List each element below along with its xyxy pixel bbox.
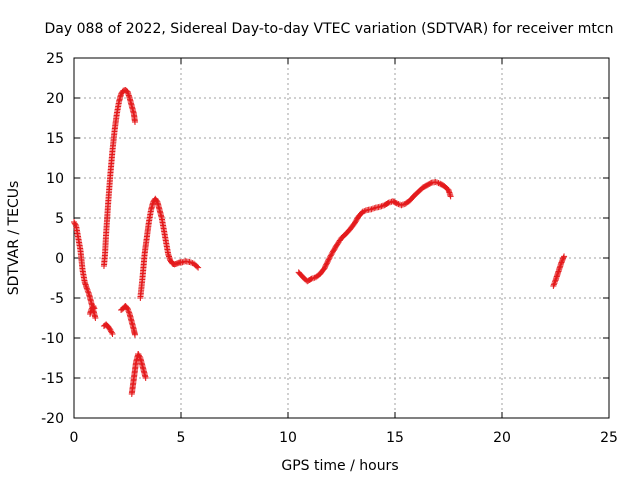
data-point (135, 351, 142, 357)
data-point (125, 308, 132, 315)
data-point (84, 288, 91, 295)
data-point (550, 283, 557, 289)
x-tick-label: 15 (386, 430, 404, 446)
data-point (362, 207, 369, 214)
data-point (179, 259, 186, 266)
data-point (108, 329, 115, 336)
data-point (136, 353, 143, 360)
y-tick-label: -15 (41, 371, 64, 387)
data-point (368, 206, 375, 213)
y-tick-label: -20 (41, 411, 64, 427)
data-point (72, 221, 79, 228)
x-axis-label: GPS time / hours (281, 458, 398, 474)
data-point (325, 256, 332, 263)
x-tick-label: 25 (600, 430, 618, 446)
y-tick-label: 5 (55, 211, 64, 227)
data-point (395, 201, 402, 208)
data-point (88, 307, 95, 313)
data-point (551, 280, 558, 287)
data-point (385, 199, 392, 206)
data-point (142, 375, 149, 381)
data-point (359, 208, 366, 215)
data-point (326, 255, 333, 262)
data-point (327, 253, 334, 260)
data-point (126, 309, 133, 316)
data-point (195, 264, 202, 271)
data-point (323, 261, 330, 268)
data-point (124, 305, 131, 312)
data-point (434, 179, 441, 186)
data-point (371, 205, 378, 212)
y-tick-label: 10 (46, 171, 64, 187)
data-point (308, 275, 315, 282)
data-point (71, 219, 77, 225)
data-point (560, 254, 567, 261)
x-tick-label: 0 (70, 430, 79, 446)
data-point (550, 281, 557, 288)
data-point (83, 285, 90, 292)
x-tick-label: 5 (177, 430, 186, 446)
data-point (107, 327, 114, 333)
data-point (377, 203, 384, 210)
data-point (321, 264, 328, 271)
data-point (186, 259, 193, 265)
data-point (125, 306, 132, 313)
data-point (398, 202, 405, 209)
data-point (309, 275, 316, 282)
data-point (90, 304, 97, 311)
data-point (85, 289, 92, 296)
data-point (322, 262, 329, 269)
data-point (321, 265, 328, 272)
plot-frame (73, 57, 610, 419)
data-point (91, 305, 98, 312)
data-point (561, 253, 568, 260)
y-tick-label: 20 (46, 91, 64, 107)
data-points (71, 87, 568, 397)
data-point (108, 328, 115, 335)
data-point (325, 257, 332, 264)
data-point (432, 179, 439, 185)
x-tick-label: 10 (279, 430, 297, 446)
data-point (131, 331, 138, 338)
chart-title: Day 088 of 2022, Sidereal Day-to-day VTE… (45, 21, 614, 37)
axis-ticks: 0 5 10 15 20 25 -20 -15 -10 -5 0 5 10 15 20 25 (41, 51, 618, 446)
data-point (394, 200, 401, 207)
data-point (194, 263, 201, 270)
data-point (328, 251, 335, 258)
data-point (178, 259, 184, 266)
data-point (324, 259, 331, 266)
data-point (329, 249, 336, 256)
data-point (378, 203, 385, 210)
data-point (187, 259, 194, 266)
data-point (361, 208, 368, 215)
data-point (92, 315, 99, 321)
y-tick-label: -5 (50, 291, 64, 307)
y-axis-label: SDTVAR / TECUs (6, 181, 22, 296)
y-tick-label: 15 (46, 131, 64, 147)
data-point (84, 286, 91, 293)
data-point (323, 260, 330, 267)
grid (74, 58, 609, 418)
y-tick-label: 25 (46, 51, 64, 67)
y-tick-label: -10 (41, 331, 64, 347)
data-point (551, 278, 558, 285)
data-point (327, 252, 334, 259)
data-point (131, 119, 138, 125)
y-tick-label: 0 (55, 251, 64, 267)
data-point (135, 352, 142, 359)
data-point (109, 331, 116, 337)
data-point (399, 201, 406, 208)
data-point (71, 220, 78, 227)
data-point (369, 205, 376, 212)
x-tick-label: 20 (493, 430, 511, 446)
data-point (447, 193, 454, 200)
